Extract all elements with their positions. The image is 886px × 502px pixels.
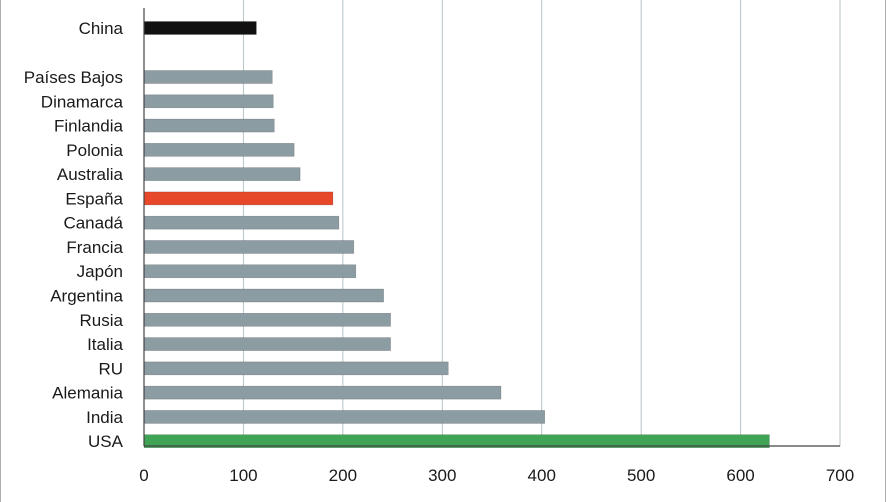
bar-australia — [143, 167, 301, 181]
category-label-francia: Francia — [66, 238, 123, 257]
category-label-rusia: Rusia — [80, 311, 124, 330]
tick-labels: 0 100 200 300 400 500 600 700 — [139, 466, 854, 485]
category-label-usa: USA — [88, 432, 124, 451]
category-label-finlandia: Finlandia — [54, 117, 124, 136]
category-label-japón: Japón — [77, 262, 123, 281]
tick-label-100: 100 — [229, 466, 257, 485]
bar-china — [143, 21, 257, 35]
category-label-dinamarca: Dinamarca — [41, 92, 124, 111]
bar-finlandia — [143, 118, 275, 133]
bar-dinamarca — [143, 94, 274, 109]
bar-francia — [143, 240, 355, 254]
category-label-países-bajos: Países Bajos — [24, 68, 123, 87]
tick-label-500: 500 — [627, 466, 655, 485]
gridlines — [242, 0, 841, 446]
category-label-ru: RU — [98, 359, 123, 378]
bar-argentina — [143, 288, 384, 303]
bar-polonia — [143, 143, 295, 157]
bar-japón — [143, 264, 357, 279]
category-labels: China Países Bajos Dinamarca Finlandia Polon… — [24, 19, 124, 451]
bar-alemania — [143, 385, 502, 400]
category-label-australia: Australia — [57, 165, 124, 184]
bar-países-bajos — [143, 70, 273, 84]
bars — [143, 21, 770, 449]
category-label-canadá: Canadá — [63, 214, 123, 233]
tick-label-700: 700 — [826, 466, 854, 485]
bar-india — [143, 410, 546, 424]
tick-label-0: 0 — [139, 466, 148, 485]
category-label-italia: Italia — [87, 335, 123, 354]
category-label-argentina: Argentina — [50, 287, 123, 306]
bar-ru — [143, 361, 449, 376]
category-label-españa: España — [65, 189, 123, 208]
category-label-china: China — [79, 19, 124, 38]
tick-label-200: 200 — [329, 466, 357, 485]
tick-label-600: 600 — [726, 466, 754, 485]
tick-label-300: 300 — [428, 466, 456, 485]
bar-canadá — [143, 215, 340, 230]
bar-españa — [143, 191, 334, 206]
tick-label-400: 400 — [528, 466, 556, 485]
category-label-polonia: Polonia — [66, 141, 123, 160]
category-label-alemania: Alemania — [52, 384, 123, 403]
bar-italia — [143, 337, 391, 351]
bar-rusia — [143, 312, 391, 327]
category-label-india: India — [86, 408, 123, 427]
x-axis — [143, 8, 841, 447]
